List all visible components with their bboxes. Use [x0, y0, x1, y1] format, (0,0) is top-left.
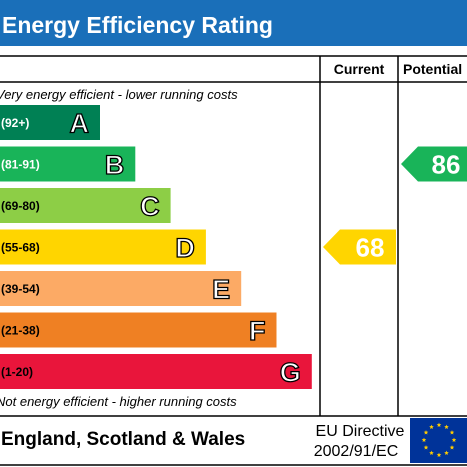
- footer-directive-line1: EU Directive: [316, 423, 405, 440]
- potential-rating: 86: [401, 146, 467, 182]
- current-rating-value: 68: [356, 233, 385, 263]
- band-bar: [0, 271, 242, 306]
- band-e: (39-54) E: [0, 271, 242, 306]
- chart-title: Energy Efficiency Rating: [0, 0, 467, 46]
- band-letter: E: [212, 275, 230, 305]
- top-note: Very energy efficient - lower running co…: [0, 87, 238, 102]
- band-range: (69-80): [1, 199, 40, 213]
- band-g: (1-20) G: [0, 354, 312, 389]
- band-range: (39-54): [1, 282, 40, 296]
- band-letter: F: [249, 316, 266, 346]
- eu-star-icon: [449, 430, 455, 435]
- eu-star-icon: [421, 437, 427, 442]
- band-f: (21-38) F: [0, 312, 277, 348]
- band-b: (81-91) B: [0, 146, 136, 182]
- band-group: (92+) A (81-91) B (69-80) C (55-68) D (39-54) E (2…: [0, 105, 312, 389]
- band-letter: C: [140, 192, 160, 222]
- band-letter: A: [70, 109, 90, 139]
- band-d: (55-68) D: [0, 229, 206, 265]
- column-header-potential: Potential: [403, 61, 462, 77]
- current-rating: 68: [323, 229, 396, 265]
- footer-region: England, Scotland & Wales: [1, 429, 245, 450]
- footer-directive-line2: 2002/91/EC: [314, 443, 399, 460]
- potential-rating-value: 86: [432, 150, 461, 180]
- eu-star-icon: [449, 445, 455, 450]
- eu-star-icon: [444, 450, 449, 455]
- potential-rating-arrow: [401, 146, 467, 182]
- eu-star-icon: [429, 424, 434, 429]
- band-bar: [0, 105, 100, 140]
- band-letter: B: [105, 150, 125, 180]
- eu-star-icon: [436, 452, 442, 457]
- eu-star-icon: [429, 450, 434, 455]
- band-range: (1-20): [1, 365, 33, 379]
- current-rating-arrow: [323, 229, 396, 265]
- eu-star-icon: [423, 445, 429, 450]
- band-range: (21-38): [1, 324, 40, 338]
- eu-star-icon: [423, 430, 429, 435]
- band-range: (55-68): [1, 241, 40, 255]
- bottom-note: Not energy efficient - higher running co…: [0, 394, 237, 409]
- indicator-group: 68 86: [323, 146, 467, 265]
- eu-flag-icon: [410, 418, 467, 463]
- band-letter: G: [280, 358, 301, 388]
- column-header-current: Current: [334, 61, 385, 77]
- band-a: (92+) A: [0, 105, 100, 140]
- band-c: (69-80) C: [0, 188, 171, 223]
- eu-star-icon: [444, 424, 449, 429]
- band-range: (81-91): [1, 158, 40, 172]
- eu-star-icon: [451, 437, 457, 442]
- band-range: (92+): [1, 116, 29, 130]
- band-bar: [0, 354, 312, 389]
- eu-star-icon: [436, 422, 442, 427]
- band-letter: D: [175, 233, 195, 263]
- band-bar: [0, 312, 277, 348]
- table-grid: [0, 55, 467, 466]
- band-bar: [0, 188, 171, 223]
- band-bar: [0, 146, 136, 182]
- band-bar: [0, 229, 206, 265]
